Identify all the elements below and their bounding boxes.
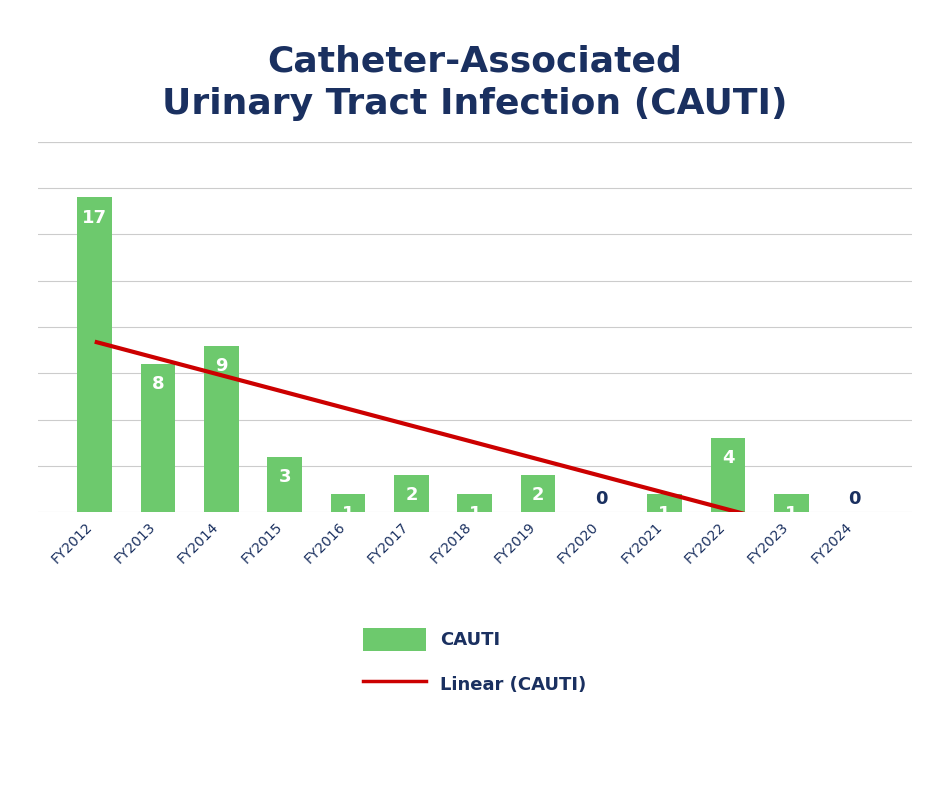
Bar: [648, 493, 682, 512]
Text: 9: 9: [215, 357, 227, 374]
Text: 17: 17: [83, 209, 107, 226]
Bar: [204, 346, 239, 512]
Text: 0: 0: [595, 490, 607, 508]
Bar: [394, 475, 429, 512]
Bar: [77, 198, 112, 512]
Bar: [457, 493, 493, 512]
Text: 2: 2: [405, 486, 417, 504]
Text: 3: 3: [278, 468, 291, 485]
Bar: [774, 493, 808, 512]
Title: Catheter-Associated
Urinary Tract Infection (CAUTI): Catheter-Associated Urinary Tract Infect…: [162, 45, 788, 121]
Bar: [711, 438, 745, 512]
Text: 1: 1: [658, 505, 671, 522]
Text: 4: 4: [722, 449, 734, 467]
Text: 0: 0: [849, 490, 861, 508]
Text: 1: 1: [785, 505, 797, 522]
Bar: [331, 493, 366, 512]
Text: 1: 1: [342, 505, 354, 522]
Bar: [521, 475, 556, 512]
Legend: CAUTI, Linear (CAUTI): CAUTI, Linear (CAUTI): [363, 628, 587, 696]
Text: 1: 1: [468, 505, 481, 522]
Bar: [141, 364, 176, 512]
Bar: [267, 457, 302, 512]
Text: 2: 2: [532, 486, 544, 504]
Text: 8: 8: [151, 375, 164, 393]
